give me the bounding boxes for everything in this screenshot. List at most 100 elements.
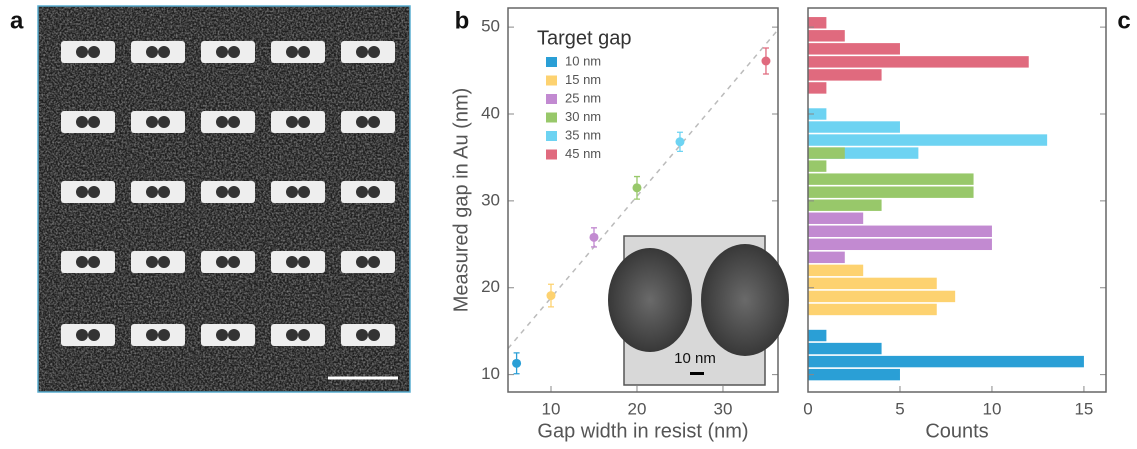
pad bbox=[201, 251, 255, 273]
bar bbox=[808, 108, 827, 120]
pad bbox=[201, 324, 255, 346]
legend-swatch bbox=[546, 57, 557, 67]
hole bbox=[88, 256, 100, 268]
hole bbox=[286, 46, 298, 58]
panel-label: a bbox=[10, 7, 24, 34]
x-axis-label: Gap width in resist (nm) bbox=[537, 420, 748, 442]
hole bbox=[216, 116, 228, 128]
inset: 10 nm bbox=[608, 235, 789, 386]
hole bbox=[228, 186, 240, 198]
hole bbox=[368, 46, 380, 58]
legend-label: 35 nm bbox=[565, 127, 601, 142]
hole bbox=[228, 46, 240, 58]
bar bbox=[808, 290, 956, 303]
pad bbox=[341, 251, 395, 273]
plot-frame bbox=[507, 7, 779, 393]
bar bbox=[808, 134, 1048, 146]
bar bbox=[808, 355, 1084, 368]
hole bbox=[286, 329, 298, 341]
legend-swatch bbox=[546, 94, 557, 104]
pad bbox=[61, 251, 115, 273]
legend-label: 25 nm bbox=[565, 90, 601, 105]
point bbox=[675, 137, 685, 147]
y-tick-label: 10 bbox=[481, 364, 500, 383]
inset-scale-label: 10 nm bbox=[674, 350, 716, 367]
hole bbox=[146, 116, 158, 128]
y-axis-label: Measured gap in Au (nm) bbox=[450, 88, 472, 313]
hole bbox=[216, 186, 228, 198]
x-tick-label: 20 bbox=[628, 399, 647, 418]
bar bbox=[808, 199, 882, 211]
hole bbox=[286, 256, 298, 268]
y-tick-label: 50 bbox=[481, 17, 500, 36]
hole bbox=[216, 46, 228, 58]
hole bbox=[76, 116, 88, 128]
point bbox=[589, 232, 599, 242]
pad bbox=[131, 181, 185, 203]
hole bbox=[356, 186, 368, 198]
hole bbox=[146, 186, 158, 198]
hole bbox=[216, 329, 228, 341]
legend-label: 30 nm bbox=[565, 109, 601, 124]
pad bbox=[61, 324, 115, 346]
hole bbox=[146, 256, 158, 268]
legend-swatch bbox=[546, 112, 557, 123]
pad bbox=[341, 181, 395, 203]
y-tick-label: 40 bbox=[481, 103, 500, 122]
x-tick-label: 10 bbox=[982, 399, 1001, 418]
bar bbox=[808, 160, 827, 172]
bar bbox=[808, 368, 900, 381]
pad bbox=[271, 41, 325, 63]
hole bbox=[286, 116, 298, 128]
hole bbox=[298, 256, 310, 268]
hole bbox=[298, 46, 310, 58]
hole bbox=[356, 46, 368, 58]
legend-swatch bbox=[546, 131, 557, 141]
hole bbox=[228, 116, 240, 128]
pad bbox=[341, 41, 395, 63]
x-tick-label: 30 bbox=[714, 399, 733, 418]
y-tick-label: 20 bbox=[481, 277, 500, 296]
y-tick-label: 30 bbox=[481, 190, 500, 209]
pad bbox=[271, 181, 325, 203]
bar bbox=[808, 121, 900, 133]
hole bbox=[368, 329, 380, 341]
hole bbox=[286, 186, 298, 198]
pad bbox=[271, 111, 325, 133]
hole bbox=[88, 186, 100, 198]
point bbox=[546, 291, 556, 301]
hole bbox=[298, 186, 310, 198]
hole bbox=[76, 46, 88, 58]
hole bbox=[158, 256, 170, 268]
pad bbox=[61, 111, 115, 133]
hole bbox=[146, 329, 158, 341]
bar bbox=[808, 147, 919, 159]
pad bbox=[271, 324, 325, 346]
bar bbox=[808, 186, 974, 198]
hole bbox=[356, 116, 368, 128]
bar bbox=[808, 147, 845, 159]
pad bbox=[131, 324, 185, 346]
pad bbox=[341, 324, 395, 346]
bar bbox=[808, 82, 827, 94]
bar bbox=[808, 173, 974, 185]
hole bbox=[228, 256, 240, 268]
x-tick-label: 10 bbox=[542, 399, 561, 418]
bar bbox=[808, 329, 827, 342]
legend-label: 15 nm bbox=[565, 72, 601, 87]
hole bbox=[356, 329, 368, 341]
bar bbox=[808, 225, 992, 237]
point bbox=[632, 183, 642, 193]
legend-label: 10 nm bbox=[565, 53, 601, 68]
hole bbox=[88, 116, 100, 128]
legend-title: Target gap bbox=[537, 27, 632, 49]
pad bbox=[341, 111, 395, 133]
hole bbox=[146, 46, 158, 58]
hole bbox=[158, 116, 170, 128]
hole bbox=[216, 256, 228, 268]
hole bbox=[88, 46, 100, 58]
x-tick-label: 0 bbox=[803, 399, 812, 418]
hole bbox=[158, 329, 170, 341]
point bbox=[512, 358, 522, 368]
